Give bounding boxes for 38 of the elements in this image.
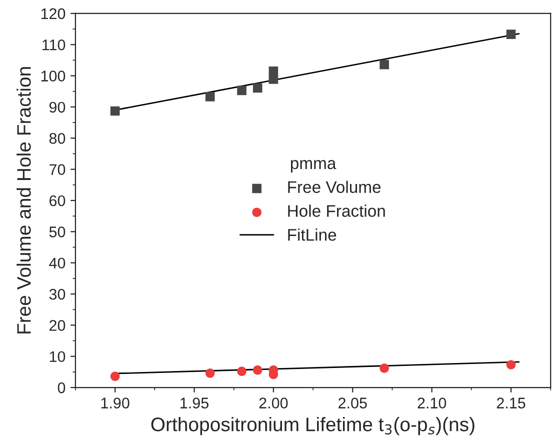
point bbox=[268, 66, 278, 76]
legend-label: Hole Fraction bbox=[288, 204, 385, 217]
legend-label: Free Volume bbox=[288, 180, 381, 194]
point bbox=[205, 368, 215, 378]
legend-title: pmma bbox=[290, 160, 336, 172]
x-tick-label: 2.10 bbox=[418, 398, 446, 408]
y-tick-label: 70 bbox=[50, 164, 66, 175]
point bbox=[252, 365, 262, 375]
point bbox=[380, 60, 389, 70]
point bbox=[506, 360, 516, 370]
y-tick-label: 120 bbox=[41, 8, 66, 20]
x-tick-label: 2.00 bbox=[259, 398, 288, 408]
y-tick-label: 80 bbox=[49, 133, 66, 144]
y-axis-title: Free Volume and Hole Fraction bbox=[16, 67, 31, 334]
y-tick-label: 10 bbox=[50, 351, 66, 362]
y-tick-label: 40 bbox=[49, 258, 66, 269]
x-tick-label: 2.05 bbox=[338, 398, 367, 408]
y-tick-label: 90 bbox=[49, 102, 66, 113]
x-tick-label: 2.15 bbox=[496, 398, 526, 408]
legend-label: FitLine bbox=[288, 228, 336, 241]
y-tick-label: 20 bbox=[50, 320, 66, 331]
point bbox=[380, 364, 389, 373]
point bbox=[237, 86, 246, 96]
y-tick-label: 60 bbox=[50, 195, 66, 206]
y-tick-label: 0 bbox=[58, 382, 66, 394]
point bbox=[110, 372, 120, 381]
point bbox=[237, 366, 246, 376]
x-tick-label: 1.95 bbox=[180, 398, 208, 408]
y-tick-label: 50 bbox=[49, 226, 66, 238]
y-tick-label: 100 bbox=[41, 70, 66, 82]
y-tick-label: 30 bbox=[49, 288, 66, 300]
x-axis-title: Orthopositronium Lifetime t$_{3}$(o-p$_{s}$)(ns) bbox=[151, 417, 474, 436]
x-tick-label: 1.90 bbox=[101, 398, 130, 408]
y-tick-label: 110 bbox=[42, 39, 66, 50]
point bbox=[252, 83, 262, 93]
point bbox=[110, 106, 120, 116]
point bbox=[205, 92, 215, 102]
point bbox=[506, 30, 516, 39]
